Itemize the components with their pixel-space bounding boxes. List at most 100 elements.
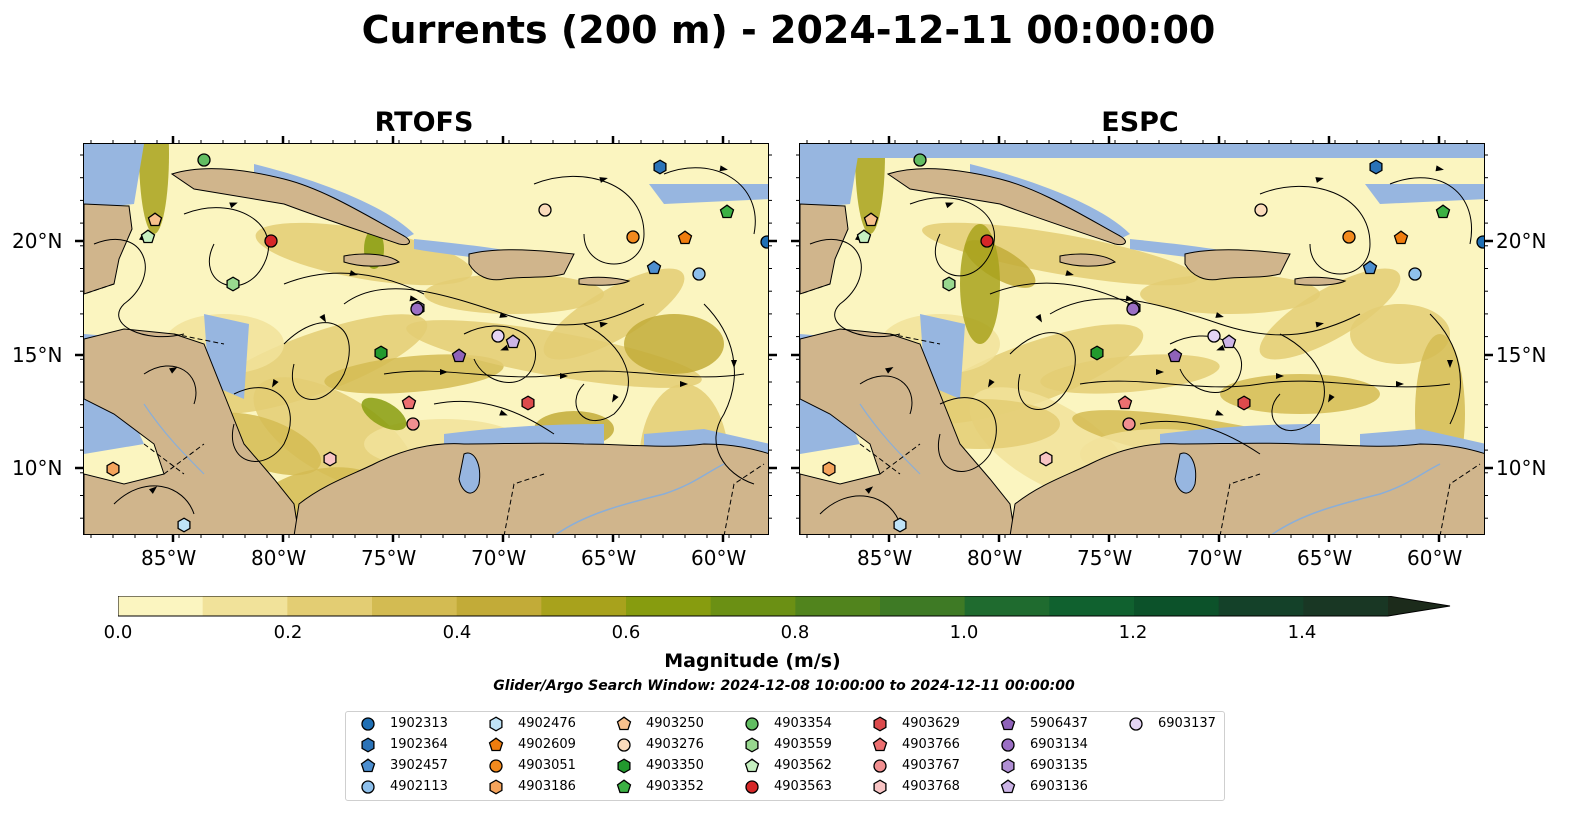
float-marker-4902476 — [177, 517, 191, 533]
legend-item-label: 4903350 — [646, 758, 704, 773]
float-marker-1902364 — [1369, 159, 1383, 175]
float-marker-4903562 — [140, 229, 156, 244]
float-marker-4903276 — [538, 203, 552, 217]
pentagon-marker-icon — [744, 758, 760, 773]
colorbar-bin — [118, 596, 204, 616]
float-marker-5906437 — [451, 348, 467, 363]
pentagon-marker-icon — [1000, 779, 1016, 794]
float-marker-4903186 — [106, 461, 120, 477]
legend-marker — [616, 716, 632, 731]
hexagon-marker-icon — [489, 716, 503, 732]
legend-marker — [360, 758, 376, 773]
colorbar-bin — [626, 596, 712, 616]
float-marker-4903354 — [197, 153, 211, 167]
legend-item-label: 4903563 — [774, 779, 832, 794]
legend-marker — [745, 780, 759, 794]
colorbar-bin — [456, 596, 542, 616]
legend-marker — [361, 780, 375, 794]
map-canvas — [84, 144, 768, 534]
legend-item-label: 1902313 — [390, 716, 448, 731]
figure-title: Currents (200 m) - 2024-12-11 00:00:00 — [361, 8, 1216, 52]
hexagon-marker-icon — [873, 779, 887, 795]
lon-label-65w-right: 65°W — [1297, 546, 1353, 570]
float-marker-6903137 — [1207, 329, 1221, 343]
float-marker-4903563 — [264, 234, 278, 248]
legend-marker — [489, 759, 503, 773]
colorbar-tick: 1.4 — [1287, 622, 1317, 643]
legend-item-label: 4902113 — [390, 779, 448, 794]
colorbar — [118, 596, 1451, 617]
colorbar-bin — [1049, 596, 1135, 616]
float-marker-4903768 — [323, 451, 337, 467]
circle-marker-icon — [361, 780, 375, 794]
hexagon-marker-icon — [361, 737, 375, 753]
circle-marker-icon — [617, 738, 631, 752]
map-panel-rtofs — [83, 143, 769, 535]
legend-item-label: 6903137 — [1158, 716, 1216, 731]
legend-marker — [1000, 779, 1016, 794]
float-marker-4903350 — [374, 345, 388, 361]
legend-marker — [872, 737, 888, 752]
legend-item-label: 4903559 — [774, 737, 832, 752]
legend-item-label: 5906437 — [1030, 716, 1088, 731]
legend-item-label: 4903352 — [646, 779, 704, 794]
lat-label-20n-right: 20°N — [1496, 229, 1547, 253]
legend-marker — [744, 758, 760, 773]
lon-label-60w-left: 60°W — [691, 546, 747, 570]
colorbar-label: Magnitude (m/s) — [664, 650, 841, 672]
float-marker-1902313 — [1476, 235, 1484, 249]
legend-marker — [617, 758, 631, 774]
legend-item-label: 4903276 — [646, 737, 704, 752]
float-marker-4902113 — [692, 267, 706, 281]
lon-label-65w-left: 65°W — [581, 546, 637, 570]
float-marker-4903766 — [1117, 395, 1133, 410]
float-marker-4903562 — [856, 229, 872, 244]
colorbar-tick: 0.0 — [103, 622, 133, 643]
legend-marker — [1001, 738, 1015, 752]
legend-item-label: 4903051 — [518, 758, 576, 773]
pentagon-marker-icon — [1000, 716, 1016, 731]
lon-label-85w-left: 85°W — [141, 546, 197, 570]
legend-marker — [873, 759, 887, 773]
lat-label-10n-left: 10°N — [12, 456, 63, 480]
float-marker-4903768 — [1039, 451, 1053, 467]
lon-label-80w-left: 80°W — [251, 546, 307, 570]
float-marker-6903136 — [505, 334, 521, 349]
colorbar-bin — [710, 596, 796, 616]
legend-item-label: 4902476 — [518, 716, 576, 731]
pentagon-marker-icon — [488, 737, 504, 752]
axis-ticks — [75, 136, 1493, 542]
lat-label-20n-left: 20°N — [12, 229, 63, 253]
legend-item-label: 4903354 — [774, 716, 832, 731]
legend-marker — [1129, 717, 1143, 731]
float-marker-3902457 — [646, 260, 662, 275]
legend-item-label: 4903250 — [646, 716, 704, 731]
legend-item-label: 4903768 — [902, 779, 960, 794]
float-marker-4903186 — [822, 461, 836, 477]
map-panel-espc — [799, 143, 1485, 535]
float-marker-4903559 — [226, 276, 240, 292]
float-marker-4903766 — [401, 395, 417, 410]
float-marker-4902113 — [1408, 267, 1422, 281]
colorbar-bin — [795, 596, 881, 616]
legend-item-label: 1902364 — [390, 737, 448, 752]
hexagon-marker-icon — [873, 716, 887, 732]
float-marker-6903136 — [1221, 334, 1237, 349]
lat-label-15n-left: 15°N — [12, 343, 63, 367]
hexagon-marker-icon — [617, 758, 631, 774]
colorbar-bin — [541, 596, 627, 616]
legend-marker — [616, 779, 632, 794]
lon-label-70w-left: 70°W — [471, 546, 527, 570]
float-marker-4903559 — [942, 276, 956, 292]
float-marker-1902313 — [760, 235, 768, 249]
colorbar-tick: 0.6 — [611, 622, 641, 643]
legend-marker — [873, 716, 887, 732]
lon-label-80w-right: 80°W — [967, 546, 1023, 570]
colorbar-bin — [964, 596, 1050, 616]
float-marker-4903250 — [863, 212, 879, 227]
circle-marker-icon — [745, 717, 759, 731]
hexagon-marker-icon — [489, 779, 503, 795]
panel-title-espc: ESPC — [1101, 107, 1179, 138]
legend-item-label: 6903134 — [1030, 737, 1088, 752]
circle-marker-icon — [1001, 738, 1015, 752]
